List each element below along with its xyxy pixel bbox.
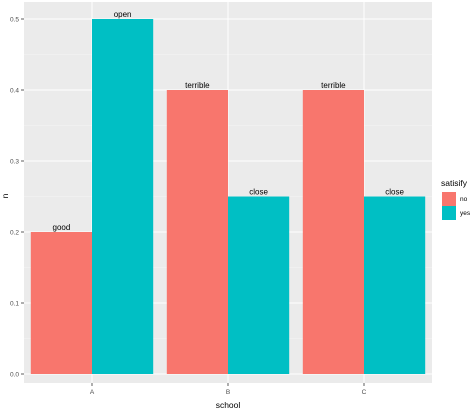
legend-label-yes: yes <box>460 210 471 217</box>
legend: satisify no yes <box>441 178 471 220</box>
y-axis: 0.0 0.1 0.2 0.3 0.4 0.5 <box>10 16 24 378</box>
y-tick-label: 0.1 <box>10 300 19 307</box>
legend-key-yes <box>442 206 456 220</box>
y-tick-label: 0.5 <box>10 16 19 23</box>
legend-title: satisify <box>441 178 468 188</box>
bar-label: terrible <box>185 81 210 90</box>
bar-label: close <box>385 188 404 197</box>
x-tick-label: A <box>90 389 95 396</box>
y-axis-title: n <box>0 193 10 198</box>
bar-yes-C <box>364 196 426 374</box>
y-tick-label: 0.3 <box>10 158 19 165</box>
bar-label: good <box>53 223 71 232</box>
x-axis: A B C <box>90 383 367 396</box>
x-tick-label: B <box>226 389 230 396</box>
legend-label-no: no <box>460 196 468 203</box>
bar-labels: good open terrible close terrible close <box>53 10 405 232</box>
bar-no-B <box>166 90 228 374</box>
bar-yes-A <box>92 19 154 374</box>
bars <box>30 19 426 374</box>
bar-label: terrible <box>321 81 346 90</box>
y-tick-label: 0.2 <box>10 229 19 236</box>
bar-no-A <box>30 232 92 374</box>
bar-yes-B <box>228 196 290 374</box>
legend-key-no <box>442 192 456 206</box>
bar-no-C <box>302 90 364 374</box>
y-tick-label: 0.0 <box>10 371 19 378</box>
bar-label: close <box>249 188 268 197</box>
y-tick-label: 0.4 <box>10 87 19 94</box>
bar-label: open <box>114 10 132 19</box>
x-axis-title: school <box>216 400 241 410</box>
x-tick-label: C <box>362 389 367 396</box>
